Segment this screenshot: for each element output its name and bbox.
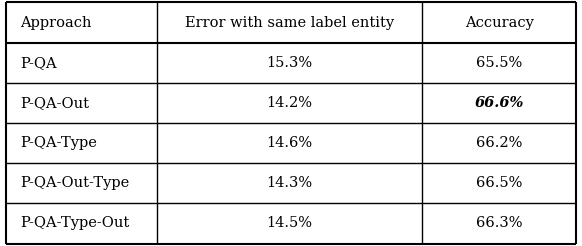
Text: 14.5%: 14.5% [267, 216, 313, 231]
Text: 66.3%: 66.3% [476, 216, 523, 231]
Text: P-QA-Type: P-QA-Type [20, 136, 97, 150]
Text: 65.5%: 65.5% [476, 56, 522, 70]
Text: Error with same label entity: Error with same label entity [185, 15, 394, 30]
Text: 66.2%: 66.2% [476, 136, 523, 150]
Text: 66.6%: 66.6% [474, 96, 524, 110]
Text: Approach: Approach [20, 15, 91, 30]
Text: 15.3%: 15.3% [267, 56, 313, 70]
Text: 66.5%: 66.5% [476, 176, 523, 190]
Text: P-QA-Out-Type: P-QA-Out-Type [20, 176, 129, 190]
Text: Accuracy: Accuracy [465, 15, 534, 30]
Text: P-QA-Out: P-QA-Out [20, 96, 89, 110]
Text: 14.6%: 14.6% [267, 136, 313, 150]
Text: P-QA: P-QA [20, 56, 56, 70]
Text: P-QA-Type-Out: P-QA-Type-Out [20, 216, 129, 231]
Text: 14.2%: 14.2% [267, 96, 313, 110]
Text: 14.3%: 14.3% [267, 176, 313, 190]
